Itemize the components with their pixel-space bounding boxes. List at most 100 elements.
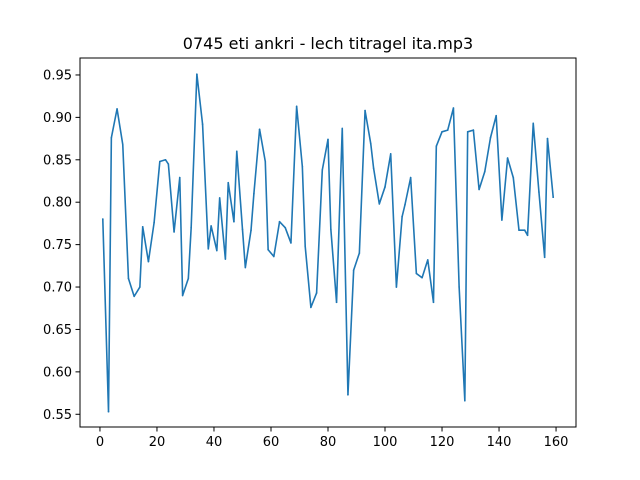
data-point xyxy=(178,176,181,179)
x-tick-label: 40 xyxy=(206,435,223,450)
y-tick-label: 0.95 xyxy=(43,68,72,83)
y-tick-label: 0.65 xyxy=(43,323,72,338)
data-point xyxy=(409,176,412,179)
data-point xyxy=(347,393,349,396)
data-point xyxy=(478,188,480,191)
data-point xyxy=(389,153,392,155)
data-point xyxy=(512,176,515,179)
data-point xyxy=(301,165,304,168)
data-point xyxy=(258,128,261,131)
data-point xyxy=(139,286,141,288)
data-point xyxy=(216,249,218,252)
data-point xyxy=(506,157,509,159)
data-point xyxy=(552,196,554,198)
data-point xyxy=(250,229,252,231)
data-point xyxy=(321,169,324,171)
data-point xyxy=(273,255,275,258)
data-point xyxy=(404,203,406,206)
data-point xyxy=(235,150,238,153)
data-point xyxy=(415,272,418,275)
y-tick-label: 0.55 xyxy=(43,408,72,423)
data-point xyxy=(264,160,267,163)
data-point xyxy=(532,122,535,125)
data-point xyxy=(304,245,307,248)
data-point xyxy=(210,225,212,227)
data-point xyxy=(384,186,386,188)
data-point xyxy=(401,215,403,218)
data-point xyxy=(295,105,298,108)
data-point xyxy=(538,191,540,193)
data-point xyxy=(523,229,526,231)
data-point xyxy=(218,197,221,199)
data-point xyxy=(432,301,435,304)
data-point xyxy=(147,260,150,263)
data-point xyxy=(495,114,497,117)
x-tick-label: 140 xyxy=(487,435,512,450)
data-point xyxy=(127,277,130,280)
data-point xyxy=(464,399,466,402)
y-tick-label: 0.80 xyxy=(43,196,72,211)
data-point xyxy=(358,252,361,254)
data-point xyxy=(546,137,549,140)
data-point xyxy=(335,301,338,304)
plot-frame xyxy=(79,57,577,428)
data-point xyxy=(518,229,520,231)
data-point xyxy=(435,145,438,148)
y-axis: 0.55 0.60 0.65 0.70 0.75 0.80 0.85 0.90 0.95 xyxy=(43,68,80,423)
series-layer xyxy=(101,73,555,413)
data-point xyxy=(253,192,255,195)
data-point xyxy=(167,163,170,165)
data-point xyxy=(153,221,155,224)
data-point xyxy=(173,231,175,233)
y-tick-label: 0.70 xyxy=(43,281,72,296)
data-point xyxy=(369,142,372,145)
chart-title: 0745 eti ankri - lech titragel ita.mp3 xyxy=(183,34,473,53)
y-tick-label: 0.90 xyxy=(43,111,72,126)
x-tick-label: 0 xyxy=(96,435,104,450)
x-tick-label: 80 xyxy=(320,435,337,450)
data-point xyxy=(241,228,244,231)
data-point xyxy=(341,127,344,130)
data-point xyxy=(458,286,460,288)
data-point xyxy=(201,123,204,125)
data-point xyxy=(116,108,118,110)
data-point xyxy=(483,170,486,173)
data-point xyxy=(267,248,269,251)
data-point xyxy=(426,259,429,261)
data-point xyxy=(244,266,247,269)
data-point xyxy=(501,219,503,221)
data-point xyxy=(315,292,318,294)
data-point xyxy=(466,131,469,133)
data-point xyxy=(372,167,375,170)
data-point xyxy=(327,138,329,141)
x-tick-label: 60 xyxy=(263,435,280,450)
data-point xyxy=(284,226,287,229)
data-point xyxy=(207,248,210,250)
data-point xyxy=(378,203,381,205)
x-tick-label: 120 xyxy=(430,435,455,450)
data-point xyxy=(133,295,135,298)
data-point xyxy=(330,228,332,231)
data-point xyxy=(352,269,355,271)
data-point xyxy=(310,306,312,309)
data-point xyxy=(364,109,366,112)
data-point xyxy=(164,158,167,161)
data-point xyxy=(441,131,443,133)
data-point xyxy=(446,129,449,131)
x-axis: 0 20 40 60 80 100 120 140 160 xyxy=(96,427,569,450)
y-tick-label: 0.85 xyxy=(43,153,72,168)
data-point xyxy=(159,160,161,163)
data-point xyxy=(227,181,230,184)
data-point xyxy=(102,218,104,220)
data-point xyxy=(452,107,455,109)
x-tick-label: 160 xyxy=(544,435,569,450)
data-point xyxy=(224,258,227,260)
data-point xyxy=(290,242,292,244)
data-point xyxy=(421,276,423,279)
data-point xyxy=(107,410,110,413)
data-point xyxy=(395,286,398,288)
data-point xyxy=(489,136,492,139)
data-point xyxy=(141,226,144,228)
data-point xyxy=(187,277,190,280)
